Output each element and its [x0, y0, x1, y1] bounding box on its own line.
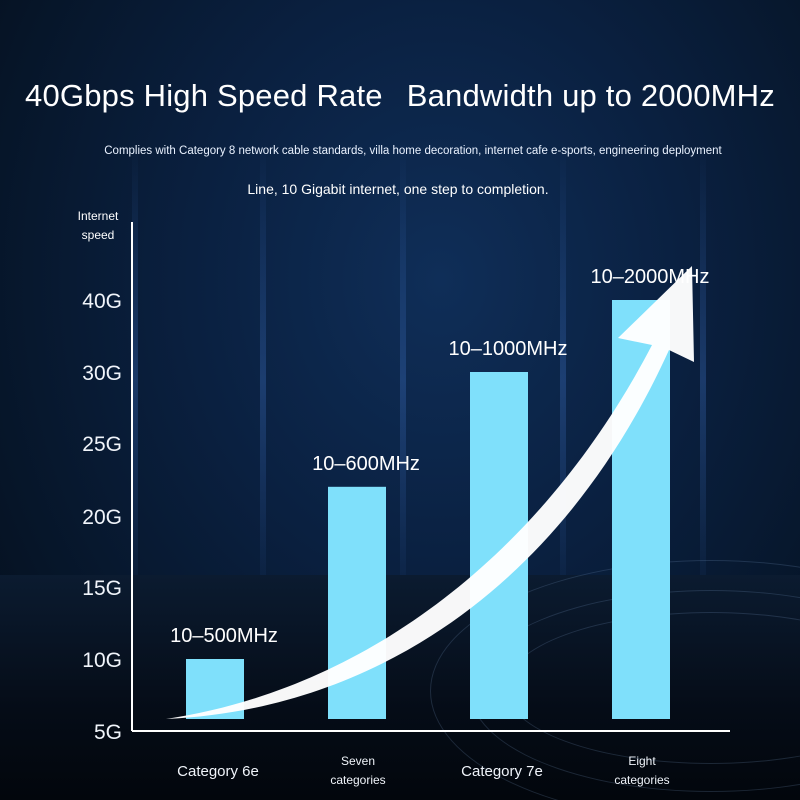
background-light-streak	[700, 140, 706, 620]
data-label: 10–1000MHz	[449, 338, 568, 360]
subtitle-line-2: Line, 10 Gigabit internet, one step to c…	[247, 181, 549, 197]
y-tick-label: 20G	[82, 506, 122, 529]
x-category-label: categories	[330, 773, 385, 787]
y-tick-label: 30G	[82, 362, 122, 385]
y-axis-title: Internet	[78, 209, 119, 223]
headline: 40Gbps High Speed Rate Bandwidth up to 20…	[0, 78, 800, 114]
x-category-label: Seven	[341, 754, 375, 768]
y-tick-label: 5G	[94, 721, 122, 744]
x-category-label: categories	[614, 773, 669, 787]
x-category-label: Eight	[628, 754, 656, 768]
x-category-label: Category 6e	[177, 763, 259, 780]
subtitle-line-1: Complies with Category 8 network cable s…	[104, 145, 722, 157]
background-light-streak	[260, 140, 266, 620]
data-label: 10–600MHz	[312, 453, 420, 475]
background-light-streak	[132, 140, 138, 620]
y-axis-title: speed	[82, 228, 115, 242]
y-tick-label: 40G	[82, 290, 122, 313]
y-tick-label: 10G	[82, 649, 122, 672]
bar	[328, 486, 386, 719]
y-tick-label: 25G	[82, 433, 122, 456]
trend-arrow	[166, 266, 694, 719]
background-light-streak	[560, 140, 566, 620]
headline-right: Bandwidth up to 2000MHz	[406, 78, 775, 113]
headline-left: 40Gbps High Speed Rate	[25, 78, 383, 113]
data-label: 10–500MHz	[170, 625, 278, 647]
x-category-label: Category 7e	[461, 763, 543, 780]
y-tick-label: 15G	[82, 577, 122, 600]
background-light-streak	[400, 140, 406, 620]
